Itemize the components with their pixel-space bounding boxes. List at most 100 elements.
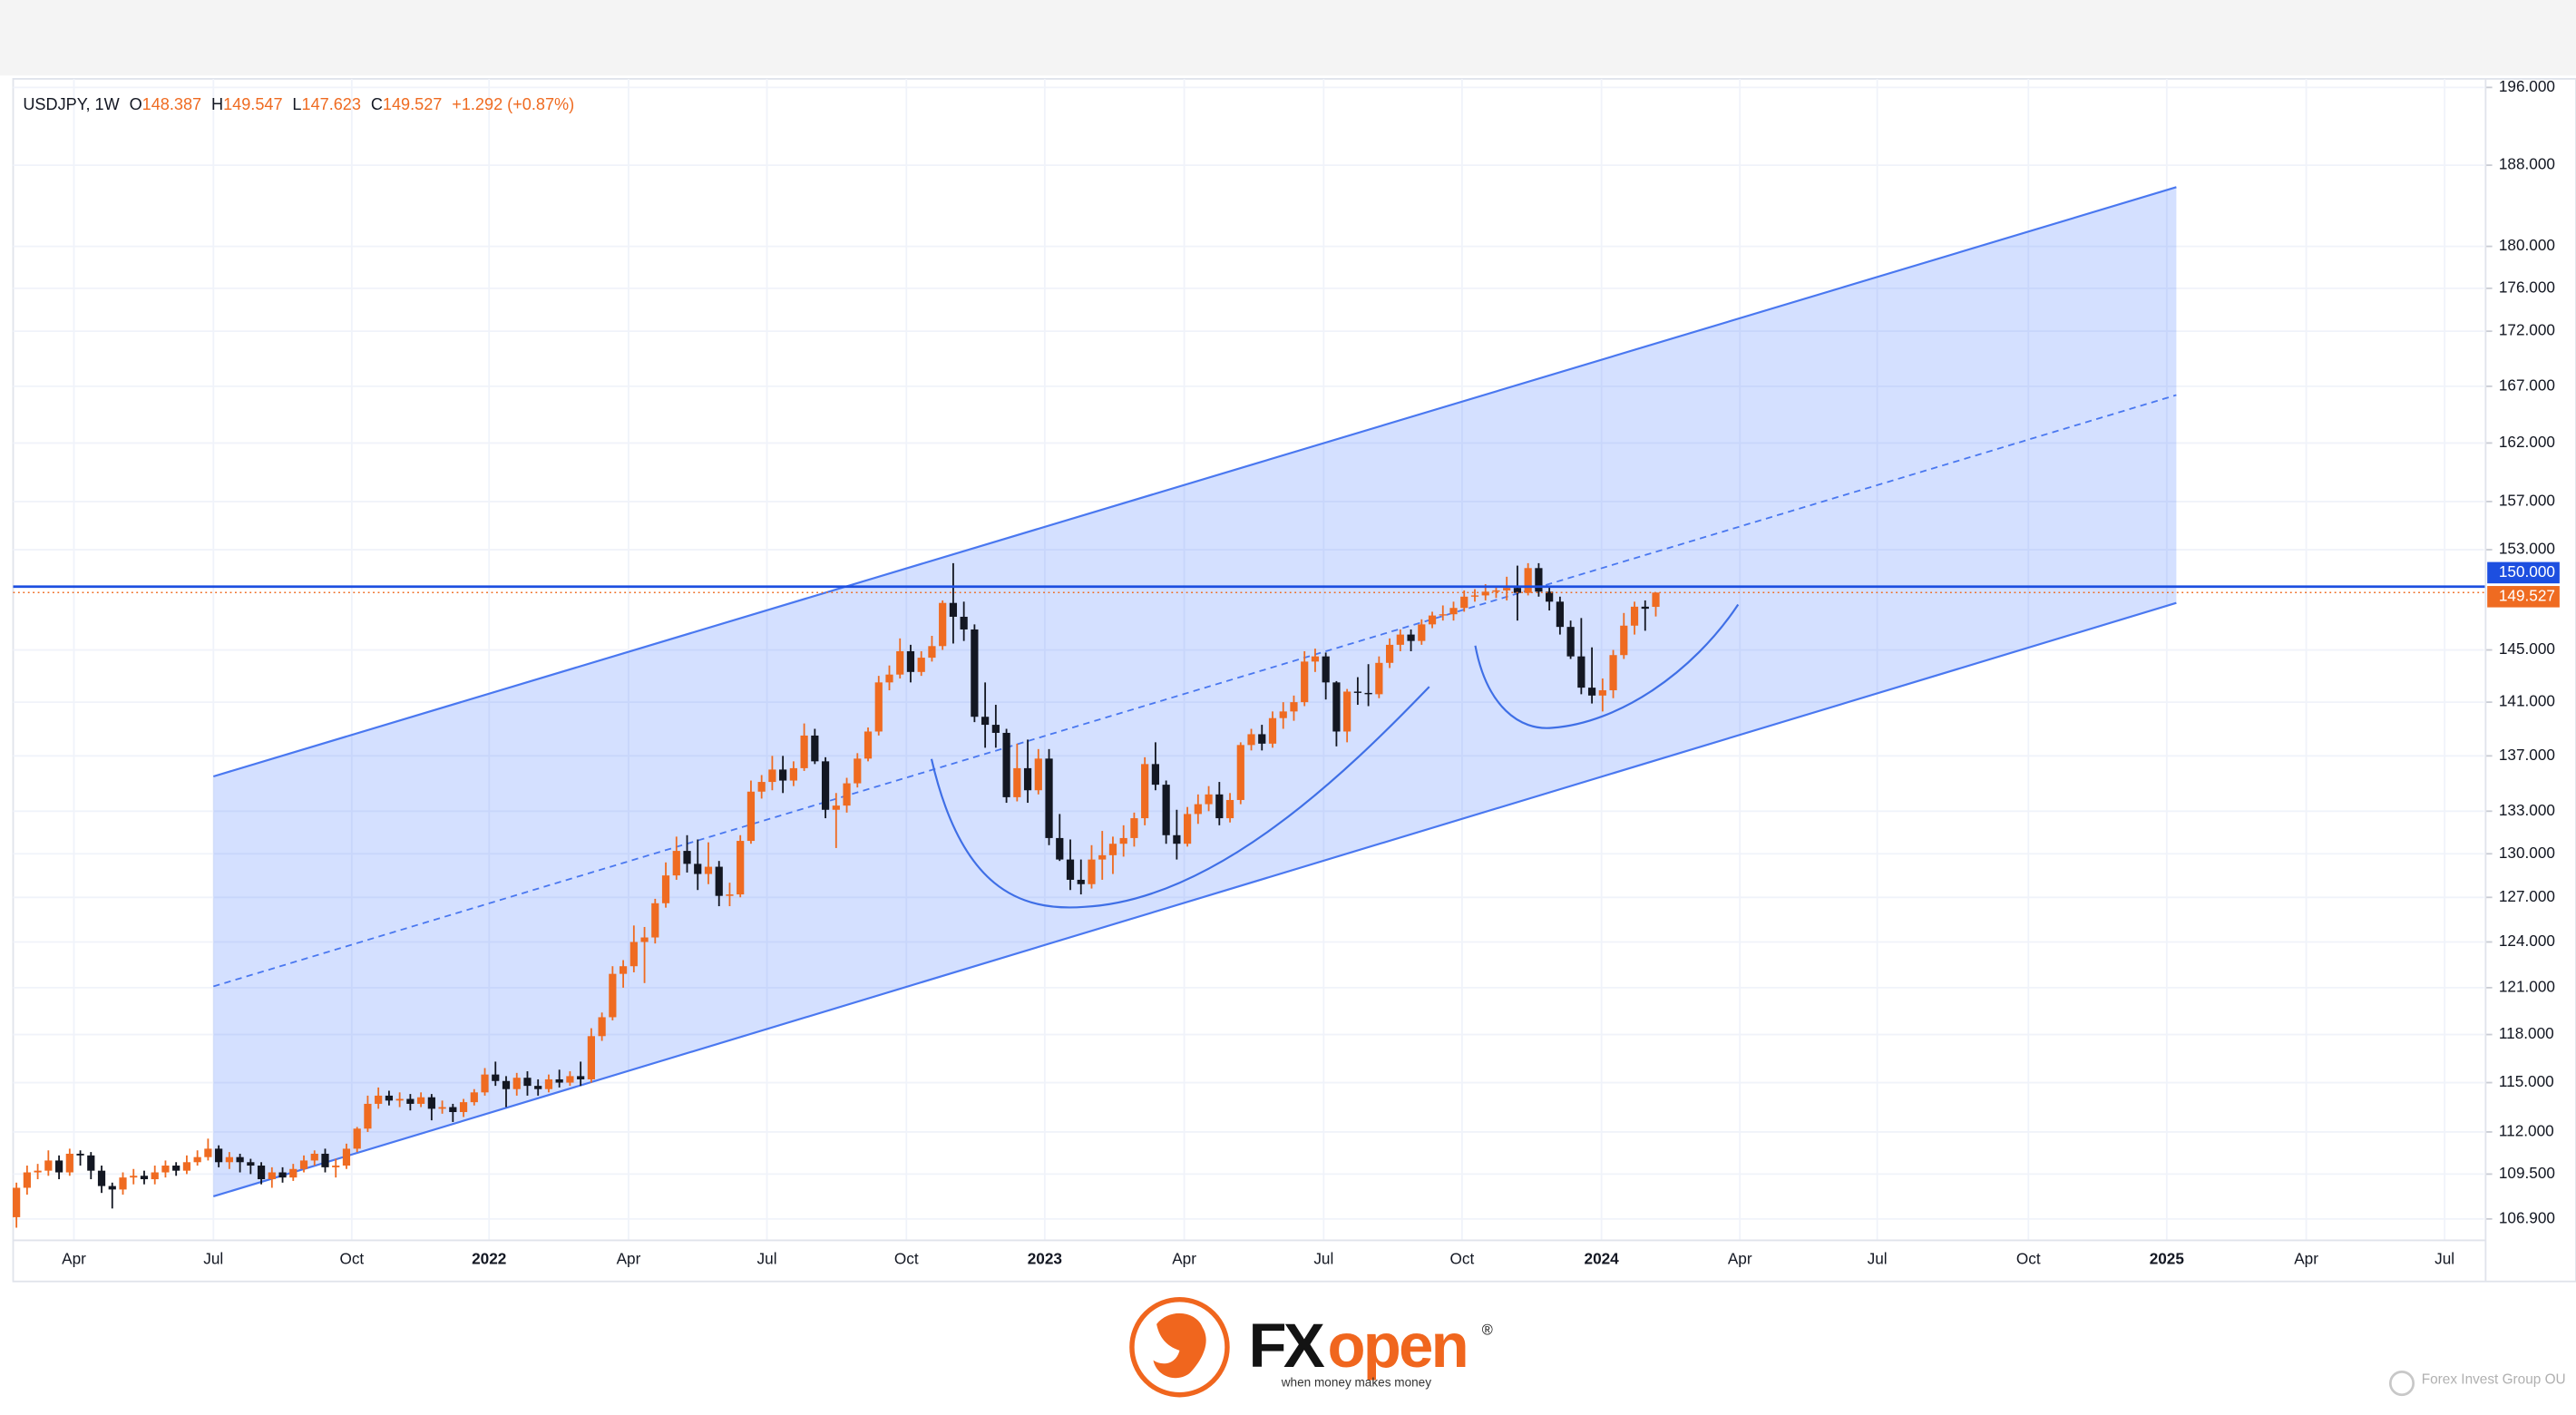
x-tick-label: Jul	[203, 1250, 223, 1268]
candle-body	[971, 629, 979, 717]
candle-body	[492, 1074, 500, 1081]
candle-body	[949, 602, 958, 617]
candle-body	[1268, 717, 1277, 744]
candle-body	[587, 1036, 595, 1079]
x-tick-label: Jul	[2435, 1250, 2454, 1268]
candle-body	[566, 1076, 574, 1083]
candle-body	[13, 1187, 21, 1217]
candle-body	[1045, 758, 1053, 838]
candle-body	[172, 1166, 181, 1171]
candle-body	[1225, 799, 1234, 819]
candle-body	[1173, 834, 1181, 844]
x-tick-label: Oct	[894, 1250, 919, 1268]
candle-body	[1151, 764, 1160, 786]
candle-body	[299, 1160, 308, 1169]
candle-body	[1301, 661, 1309, 703]
candle-body	[746, 791, 756, 842]
candle-body	[1546, 591, 1554, 602]
y-tick-label: 145.000	[2499, 639, 2555, 658]
candle-body	[800, 735, 808, 768]
candle-body	[1322, 656, 1330, 683]
candle-body	[981, 717, 990, 726]
channel-fill	[213, 187, 2177, 1196]
x-tick-label: Jul	[1868, 1250, 1888, 1268]
candle-body	[321, 1153, 329, 1167]
y-tick-label: 137.000	[2499, 746, 2555, 764]
candle-body	[555, 1078, 563, 1083]
logo-open: open	[1327, 1311, 1467, 1381]
y-tick-label: 157.000	[2499, 491, 2555, 509]
y-tick-label: 162.000	[2499, 433, 2555, 451]
candle-body	[23, 1172, 31, 1188]
candle-body	[1609, 655, 1617, 691]
candle-body	[619, 966, 628, 974]
candle-body	[257, 1166, 266, 1180]
candle-body	[1279, 711, 1287, 718]
candle-body	[1556, 601, 1564, 628]
candle-body	[1524, 568, 1532, 593]
candle-body	[481, 1074, 489, 1093]
candle-body	[385, 1095, 394, 1101]
candle-body	[789, 767, 797, 781]
x-tick-label: Oct	[2016, 1250, 2041, 1268]
candle-body	[1428, 615, 1437, 625]
candle-body	[342, 1148, 351, 1166]
candle-body	[1056, 837, 1064, 860]
watermark-icon	[2388, 1371, 2415, 1397]
candle-body	[449, 1107, 457, 1113]
last-price-label: 149.527	[2499, 586, 2555, 604]
candle-body	[811, 735, 819, 762]
cup-curve	[930, 686, 1430, 909]
y-tick-label: 112.000	[2499, 1121, 2554, 1139]
candle-body	[395, 1098, 404, 1101]
candle-body	[1002, 732, 1010, 797]
candle-body	[1620, 625, 1628, 656]
candle-body	[182, 1162, 191, 1171]
y-tick-label: 121.000	[2499, 977, 2555, 995]
field-value: 149.527	[383, 95, 442, 113]
handle-curve	[1474, 603, 1740, 729]
candle-body	[704, 866, 713, 874]
tagline: when money makes money	[1281, 1376, 1431, 1390]
candle-body	[843, 783, 851, 806]
x-tick-label: Apr	[2294, 1250, 2318, 1268]
candle-body	[119, 1177, 127, 1190]
channel-lower	[212, 601, 2177, 1198]
candle-body	[1162, 785, 1170, 835]
candle-body	[1449, 608, 1458, 615]
candle-body	[1034, 758, 1042, 791]
y-tick-label: 196.000	[2499, 77, 2555, 95]
candle-body	[1119, 837, 1127, 844]
candle-body	[1503, 588, 1511, 590]
y-tick-label: 127.000	[2499, 887, 2555, 905]
candle-body	[1470, 595, 1479, 597]
candle-body	[1385, 644, 1394, 663]
candle-body	[672, 851, 680, 876]
candle-body	[1418, 624, 1426, 641]
field-key: C	[371, 95, 383, 113]
candle-body	[1013, 767, 1021, 797]
candle-body	[1407, 634, 1415, 641]
candle-body	[768, 769, 776, 783]
candle-body	[1353, 691, 1361, 693]
x-tick-label: 2022	[472, 1250, 506, 1268]
candle-body	[523, 1078, 532, 1087]
candle-body	[609, 973, 617, 1018]
candle-body	[885, 674, 893, 683]
candle-body	[140, 1176, 149, 1180]
candle-body	[1215, 794, 1224, 819]
candle-body	[683, 851, 691, 864]
y-tick-label: 106.900	[2499, 1208, 2555, 1226]
x-tick-label: Apr	[1172, 1250, 1196, 1268]
y-tick-label: 180.000	[2499, 236, 2555, 254]
field-key: H	[211, 95, 223, 113]
candle-body	[1258, 734, 1266, 744]
candle-body	[1577, 656, 1586, 688]
candles	[13, 562, 1660, 1228]
candle-body	[161, 1166, 170, 1173]
candle-body	[459, 1102, 468, 1113]
candle-body	[332, 1166, 340, 1167]
logo: FX open ® when money makes money	[1129, 1296, 1493, 1398]
candle-body	[353, 1128, 361, 1149]
